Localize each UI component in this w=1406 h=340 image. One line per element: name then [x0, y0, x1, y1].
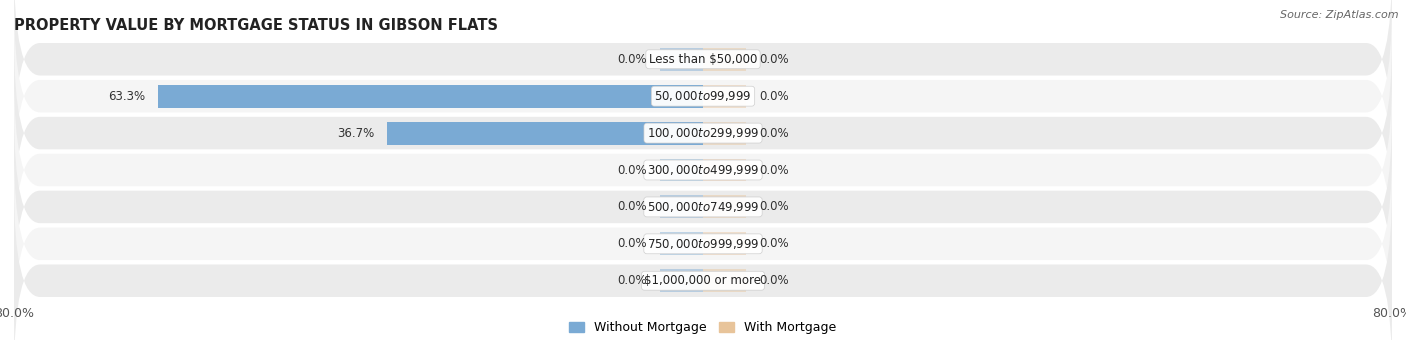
- Text: 0.0%: 0.0%: [617, 237, 647, 250]
- Text: 0.0%: 0.0%: [759, 90, 789, 103]
- Bar: [659, 158, 703, 182]
- Bar: [703, 195, 747, 218]
- FancyBboxPatch shape: [14, 2, 1392, 191]
- Bar: [659, 195, 703, 218]
- Text: 0.0%: 0.0%: [617, 164, 647, 176]
- Text: 0.0%: 0.0%: [617, 274, 647, 287]
- FancyBboxPatch shape: [14, 38, 1392, 227]
- Text: Less than $50,000: Less than $50,000: [648, 53, 758, 66]
- FancyBboxPatch shape: [14, 149, 1392, 338]
- Text: $50,000 to $99,999: $50,000 to $99,999: [654, 89, 752, 103]
- Text: $500,000 to $749,999: $500,000 to $749,999: [647, 200, 759, 214]
- Bar: [703, 269, 747, 292]
- FancyBboxPatch shape: [14, 0, 1392, 154]
- Bar: [659, 232, 703, 255]
- Bar: [703, 158, 747, 182]
- Text: 0.0%: 0.0%: [759, 274, 789, 287]
- Bar: [157, 85, 703, 108]
- Text: Source: ZipAtlas.com: Source: ZipAtlas.com: [1281, 10, 1399, 20]
- Bar: [703, 48, 747, 71]
- Text: $1,000,000 or more: $1,000,000 or more: [644, 274, 762, 287]
- Text: 0.0%: 0.0%: [617, 200, 647, 214]
- FancyBboxPatch shape: [14, 186, 1392, 340]
- Text: 63.3%: 63.3%: [108, 90, 145, 103]
- Text: 0.0%: 0.0%: [759, 126, 789, 140]
- Text: $750,000 to $999,999: $750,000 to $999,999: [647, 237, 759, 251]
- Bar: [703, 232, 747, 255]
- Legend: Without Mortgage, With Mortgage: Without Mortgage, With Mortgage: [564, 317, 842, 339]
- Bar: [659, 269, 703, 292]
- Bar: [659, 48, 703, 71]
- Text: 0.0%: 0.0%: [617, 53, 647, 66]
- Bar: [703, 85, 747, 108]
- FancyBboxPatch shape: [14, 113, 1392, 302]
- Text: 0.0%: 0.0%: [759, 53, 789, 66]
- Text: $100,000 to $299,999: $100,000 to $299,999: [647, 126, 759, 140]
- Text: 0.0%: 0.0%: [759, 237, 789, 250]
- Text: 0.0%: 0.0%: [759, 164, 789, 176]
- Text: $300,000 to $499,999: $300,000 to $499,999: [647, 163, 759, 177]
- Text: 36.7%: 36.7%: [337, 126, 374, 140]
- FancyBboxPatch shape: [14, 75, 1392, 265]
- Text: PROPERTY VALUE BY MORTGAGE STATUS IN GIBSON FLATS: PROPERTY VALUE BY MORTGAGE STATUS IN GIB…: [14, 18, 498, 33]
- Text: 0.0%: 0.0%: [759, 200, 789, 214]
- Bar: [387, 122, 703, 144]
- Bar: [703, 122, 747, 144]
